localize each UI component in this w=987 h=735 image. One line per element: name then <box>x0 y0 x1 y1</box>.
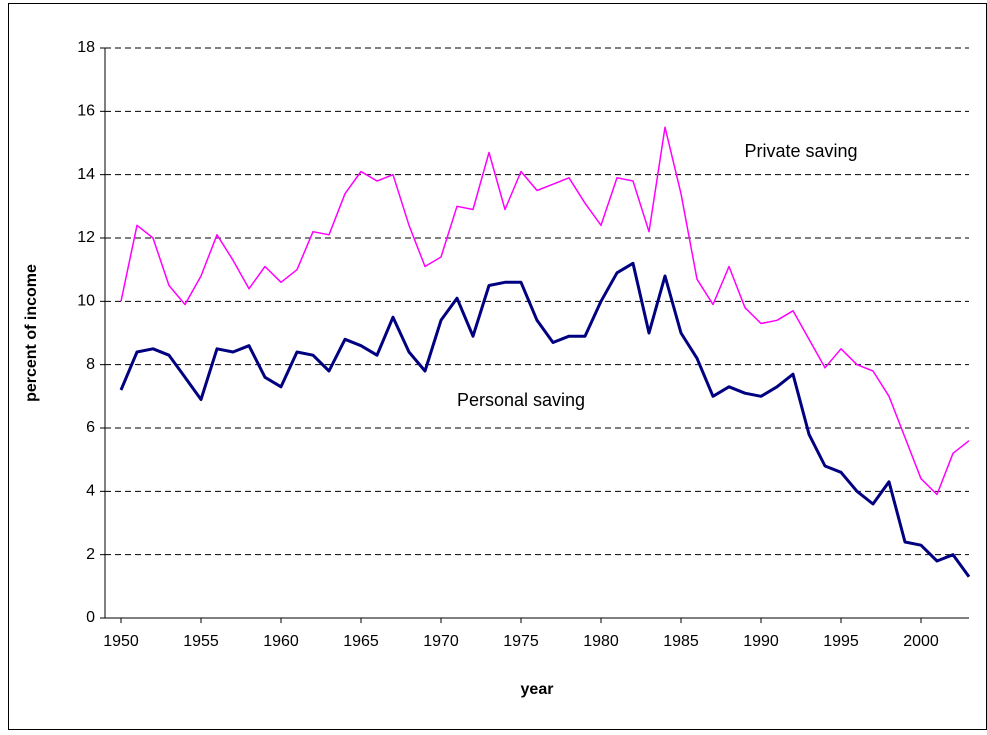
series-line <box>119 261 971 578</box>
x-tick-label: 1960 <box>263 633 299 650</box>
x-tick-label: 2000 <box>903 633 939 650</box>
frame <box>8 3 987 730</box>
series-line <box>120 126 970 496</box>
x-axis-label: year <box>521 681 554 698</box>
x-tick-label: 1970 <box>423 633 459 650</box>
series-label: Personal saving <box>457 390 585 410</box>
y-tick-label: 2 <box>86 546 95 563</box>
x-tick-label: 1950 <box>103 633 139 650</box>
y-axis-label: percent of income <box>23 264 40 402</box>
series-label: Private saving <box>744 141 857 161</box>
x-tick-label: 1990 <box>743 633 779 650</box>
y-tick-label: 18 <box>77 39 95 56</box>
y-tick-label: 14 <box>77 166 95 183</box>
y-tick-label: 8 <box>86 356 95 373</box>
x-tick-label: 1955 <box>183 633 219 650</box>
x-tick-label: 1980 <box>583 633 619 650</box>
x-tick-label: 1985 <box>663 633 699 650</box>
y-tick-label: 16 <box>77 103 95 120</box>
y-tick-label: 4 <box>86 483 95 500</box>
y-tick-label: 10 <box>77 293 95 310</box>
x-tick-label: 1995 <box>823 633 859 650</box>
y-tick-label: 0 <box>86 609 95 626</box>
x-tick-label: 1965 <box>343 633 379 650</box>
y-tick-label: 6 <box>86 419 95 436</box>
x-tick-label: 1975 <box>503 633 539 650</box>
y-tick-label: 12 <box>77 229 95 246</box>
